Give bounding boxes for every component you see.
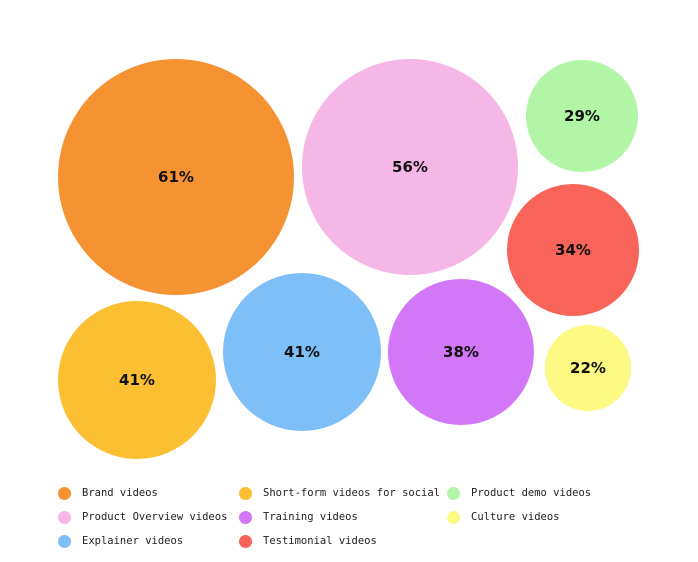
legend-swatch (58, 486, 71, 500)
bubble-brand-videos: 61% (58, 59, 294, 295)
legend-swatch (447, 486, 460, 500)
legend-item-product-demo-videos: Product demo videos (447, 486, 647, 500)
bubble-value-label: 38% (443, 343, 479, 361)
bubble-culture-videos: 22% (545, 325, 631, 411)
bubble-chart: 61% 56% 29% 34% 41% 41% 38% 22% (58, 59, 639, 459)
bubble-circle-explainer-videos (223, 273, 381, 431)
bubble-testimonial-videos: 34% (507, 184, 639, 316)
bubble-circle-training-videos (388, 279, 534, 425)
legend-label: Testimonial videos (263, 535, 377, 547)
legend-swatch (58, 510, 71, 524)
bubble-value-label: 41% (284, 343, 320, 361)
bubble-product-demo-videos: 29% (526, 60, 638, 172)
bubble-product-overview-videos: 56% (302, 59, 518, 275)
bubble-circle-short-form-videos-for-social (58, 301, 216, 459)
legend-label: Brand videos (82, 487, 158, 499)
legend-item-brand-videos: Brand videos (58, 486, 239, 500)
bubble-value-label: 34% (555, 241, 591, 259)
legend-label: Explainer videos (82, 535, 184, 547)
bubble-training-videos: 38% (388, 279, 534, 425)
legend-item-short-form-videos-for-social: Short-form videos for social (239, 486, 447, 500)
bubble-circle-brand-videos (58, 59, 294, 295)
legend-label: Culture videos (471, 511, 560, 523)
legend-label: Product demo videos (471, 487, 592, 499)
bubble-circle-product-demo-videos (526, 60, 638, 172)
legend-swatch (447, 510, 460, 524)
bubble-circle-culture-videos (545, 325, 631, 411)
legend-label: Product Overview videos (82, 511, 228, 523)
legend-item-culture-videos: Culture videos (447, 510, 647, 524)
legend-swatch (58, 534, 71, 548)
legend-swatch (239, 534, 252, 548)
bubble-circle-testimonial-videos (507, 184, 639, 316)
legend-swatch (239, 486, 252, 500)
bubble-value-label: 29% (564, 107, 600, 125)
legend-label: Training videos (263, 511, 358, 523)
bubble-value-label: 61% (158, 168, 194, 186)
legend: Brand videos Short-form videos for social… (58, 486, 658, 548)
legend-label: Short-form videos for social (263, 487, 441, 499)
bubble-circle-product-overview-videos (302, 59, 518, 275)
bubble-short-form-videos-for-social: 41% (58, 301, 216, 459)
legend-item-product-overview-videos: Product Overview videos (58, 510, 239, 524)
bubble-value-label: 22% (570, 359, 606, 377)
legend-swatch (239, 510, 252, 524)
bubble-value-label: 41% (119, 371, 155, 389)
bubble-explainer-videos: 41% (223, 273, 381, 431)
legend-item-training-videos: Training videos (239, 510, 447, 524)
legend-item-testimonial-videos: Testimonial videos (239, 534, 447, 548)
legend-item-explainer-videos: Explainer videos (58, 534, 239, 548)
bubble-value-label: 56% (392, 158, 428, 176)
